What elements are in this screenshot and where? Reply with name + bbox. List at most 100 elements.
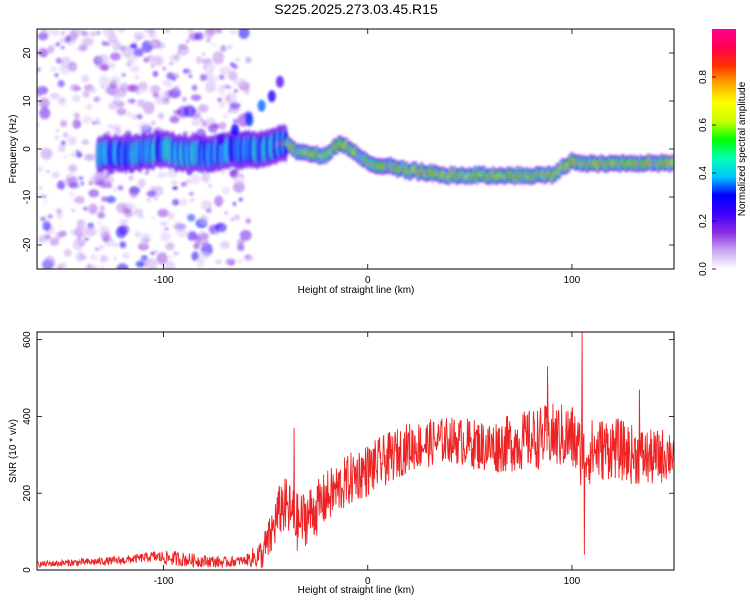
y-tick-label: 400 [22,408,33,425]
heatmap-cell [182,96,187,102]
heatmap-cell [194,31,204,41]
heatmap-cell [128,175,134,181]
heatmap-cell [165,242,175,251]
heatmap-cell [55,129,59,132]
heatmap-cell [71,208,75,213]
heatmap-cell [84,154,93,161]
heatmap-cell [37,166,44,173]
heatmap-cell [167,255,174,260]
heatmap-cell [219,241,230,250]
heatmap-cell [64,35,72,43]
heatmap-cell [138,82,147,90]
heatmap-cell [140,232,152,244]
heatmap-cell [229,170,238,177]
heatmap-cell [182,68,190,74]
heatmap-cell [275,75,284,88]
heatmap-cell [203,61,207,64]
heatmap-cell [222,83,229,89]
snr-y-label: SNR (10 * v/v) [8,419,19,483]
heatmap-cell [237,259,243,263]
heatmap-cell [129,187,139,198]
heatmap-cell [58,97,67,106]
heatmap-cell [172,221,184,233]
heatmap-cell [74,86,82,91]
x-tick-label: 100 [564,576,581,587]
heatmap-cell [72,199,76,202]
heatmap-cell [39,107,51,120]
heatmap-cell [46,170,51,173]
heatmap-cell [127,203,136,210]
y-tick-label: 20 [22,47,33,59]
heatmap-cell [39,234,49,243]
heatmap-cell [118,224,130,235]
heatmap-cell [168,62,174,66]
x-tick-label: 100 [564,275,581,286]
heatmap-cell [126,111,133,118]
heatmap-cell [49,92,60,100]
heatmap-cell [98,122,103,126]
heatmap-cell [237,238,245,246]
heatmap-cell [113,256,117,261]
heatmap-cell [229,29,238,35]
heatmap-cell [186,231,198,241]
spectrogram-heatmap [37,29,674,269]
heatmap-cell [184,178,192,185]
heatmap-cell [150,84,161,94]
heatmap-cell [153,249,158,254]
spectrogram-x-ticks: -100 0 100 [154,29,581,286]
heatmap-cell [134,231,141,238]
heatmap-cell [199,118,204,122]
heatmap-cell [160,90,169,98]
heatmap-cell [164,227,169,231]
heatmap-cell [160,231,171,242]
heatmap-cell [229,102,241,110]
heatmap-cell [196,258,205,268]
heatmap-cell [199,73,208,82]
heatmap-cell [97,221,102,225]
heatmap-cell [154,95,164,105]
colorbar-tick-label: 0.4 [698,166,709,180]
heatmap-cell [189,198,195,202]
heatmap-cell [99,265,105,269]
heatmap-cell [117,185,124,191]
heatmap-cell [145,258,158,269]
heatmap-cell [51,29,60,37]
colorbar-tick-label: 0.0 [698,262,709,276]
heatmap-cell [116,202,128,214]
heatmap-cell [56,212,63,220]
heatmap-cell [94,119,100,125]
heatmap-cell [168,72,180,80]
heatmap-cell [195,56,203,65]
heatmap-cell [170,180,178,186]
heatmap-cell [133,31,144,40]
y-tick-label: -20 [22,237,33,252]
heatmap-cell [43,199,48,204]
heatmap-cell [99,212,103,216]
heatmap-cell [133,40,138,44]
heatmap-cell [205,81,217,93]
heatmap-cell [118,218,129,225]
heatmap-cell [143,101,155,115]
heatmap-cell [224,94,232,102]
heatmap-cell [228,70,238,81]
heatmap-cell [56,262,67,269]
heatmap-cell [40,216,46,222]
heatmap-cell [150,251,155,256]
heatmap-cell [37,32,49,41]
heatmap-cell [198,252,210,260]
snr-x-label: Height of straight line (km) [298,585,415,596]
heatmap-cell [171,77,176,81]
heatmap-cell [108,101,118,110]
heatmap-cell [173,251,180,256]
heatmap-cell [101,196,107,202]
heatmap-cell [138,121,151,130]
heatmap-cell [69,30,78,41]
heatmap-cell [87,263,92,268]
heatmap-cell [220,93,225,96]
heatmap-cell [202,52,206,56]
heatmap-cell [169,115,180,124]
heatmap-cell [75,152,83,158]
heatmap-cell [37,89,43,98]
heatmap-cell [200,214,208,224]
snr-panel: -100 0 100 0 200 400 600 Height of straight l… [8,331,675,596]
